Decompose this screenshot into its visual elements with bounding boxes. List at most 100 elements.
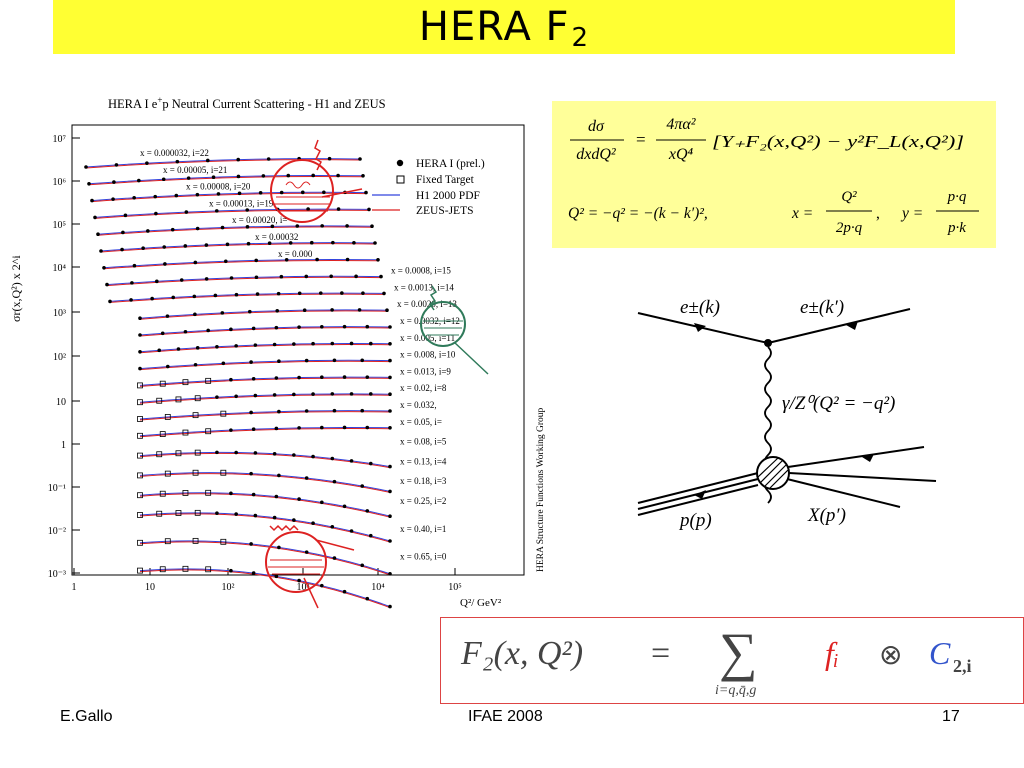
y-tick-label: 1 [61, 440, 66, 451]
hera-data-point [96, 232, 100, 236]
y-tick-label: 10 [56, 397, 66, 408]
x-tick-label: 10 [145, 582, 155, 593]
fixed-target-point [175, 396, 182, 403]
fixed-target-point [137, 512, 143, 518]
zeus-fit-curve [97, 226, 373, 236]
hera-data-point [388, 514, 392, 518]
zeus-fit-curve [94, 209, 370, 219]
outgoing-arrow-icon [846, 321, 858, 330]
x-tick-label: 10⁴ [371, 582, 385, 593]
h1-fit-curve [109, 292, 385, 302]
hera-data-point [318, 291, 323, 295]
hera-data-point [332, 556, 337, 560]
q-squared-def: Q² = −q² = −(k − k′)², [568, 205, 708, 222]
hera-data-point [297, 325, 301, 329]
hera-data-point [311, 173, 315, 178]
fixed-target-point [182, 429, 189, 436]
hera-data-point [206, 328, 210, 333]
fixed-target-point [194, 509, 201, 516]
hera-data-point [331, 240, 335, 245]
hera-data-point [304, 550, 309, 554]
bin-label: x = 0.00005, i=21 [163, 165, 227, 175]
y-tick-label: 10⁻¹ [48, 483, 66, 494]
hera-data-point [345, 257, 350, 262]
hera-data-point [332, 408, 337, 413]
zeus-fit-curve [85, 159, 361, 169]
fixed-target-point [137, 399, 143, 406]
hera-data-point [253, 343, 258, 347]
hera-data-point [311, 521, 315, 526]
hera-data-point [204, 243, 209, 247]
y-tick-label: 10⁷ [53, 134, 67, 145]
fixed-target-point [192, 469, 199, 476]
hera-data-point [129, 298, 133, 302]
hera-data-point [186, 176, 191, 180]
hera-data-point [385, 308, 389, 312]
legend-fixed: Fixed Target [416, 174, 475, 186]
hera-data-point [130, 281, 134, 285]
hera-data-point [322, 190, 326, 195]
fixed-target-point [137, 539, 143, 546]
hera-data-point [234, 512, 238, 516]
y-tick-label: 10³ [53, 308, 66, 319]
hera-data-point [138, 333, 142, 337]
hera-data-point [229, 377, 233, 382]
hera-data-point [225, 242, 230, 247]
zeus-fit-curve [139, 427, 391, 438]
equation-svg: F₂(x, Q²) = ∑ i=q,q̄,g fᵢ ⊗ C 2,i [460, 622, 972, 698]
hera-data-point [388, 464, 392, 469]
hera-data-point [272, 342, 277, 347]
hera-data-point [368, 392, 373, 396]
hera-data-point [336, 173, 340, 178]
proton-sketch-bottom-icon [265, 524, 355, 609]
hera-data-point [286, 173, 291, 178]
hera-data-point [105, 282, 109, 287]
hera-data-point [253, 451, 258, 455]
hera-data-point [388, 539, 392, 543]
jet-arrow-icon [862, 454, 874, 462]
hera-data-point [364, 190, 368, 195]
title-subscript: 2 [571, 23, 590, 53]
hera-data-point [388, 604, 392, 609]
dsigma-denominator: dxdQ² [576, 146, 617, 163]
fixed-target-point [156, 397, 163, 404]
bin-label: x = 0.18, i=3 [400, 476, 447, 486]
y-tick-label: 10² [53, 352, 66, 363]
hera-data-point [193, 312, 197, 317]
hera-data-point [327, 156, 332, 161]
title-bar: HERA F2 [53, 0, 955, 54]
hera-data-point [253, 393, 258, 398]
x-tick-label: 10² [222, 582, 235, 593]
label-proton: p(p) [678, 510, 712, 531]
hera-data-point [332, 479, 337, 484]
eq-equals: = [651, 635, 670, 672]
zeus-fit-curve [103, 259, 379, 270]
fixed-target-point [192, 412, 199, 419]
h1-fit-curve [94, 208, 370, 218]
zeus-fit-curve [139, 473, 391, 493]
bin-label: x = 0.40, i=1 [400, 524, 446, 534]
formula-svg: dσ dxdQ² = 4πα² xQ⁴ [Y₊F₂(x,Q²) − y²F_L(… [568, 116, 979, 236]
hera-data-point [93, 215, 97, 220]
hera-data-point [274, 494, 279, 499]
hera-data-point [254, 275, 259, 280]
proton-sketch-top-icon [270, 139, 363, 223]
hera-data-point [138, 350, 142, 354]
sum-subscript: i=q,q̄,g [715, 683, 756, 698]
prefactor-numerator: 4πα² [666, 116, 696, 133]
structure-bracket: [Y₊F₂(x,Q²) − y²F_L(x,Q²)] [712, 132, 964, 151]
hera-data-point [247, 309, 252, 314]
hera-data-point [245, 225, 250, 229]
bin-label: x = 0.08, i=5 [400, 437, 447, 447]
hera-data-point [255, 292, 260, 296]
hera-data-point [211, 175, 216, 179]
zeus-fit-curve [139, 327, 391, 337]
zeus-fit-curve [109, 293, 385, 303]
fixed-target-point [159, 490, 166, 497]
fixed-target-point [182, 379, 189, 386]
h1-fit-curve [139, 568, 391, 608]
hera-data-point [358, 157, 362, 161]
zeus-fit-curve [139, 452, 391, 469]
vertex-dot [764, 339, 772, 347]
hera-data-point [246, 241, 251, 246]
